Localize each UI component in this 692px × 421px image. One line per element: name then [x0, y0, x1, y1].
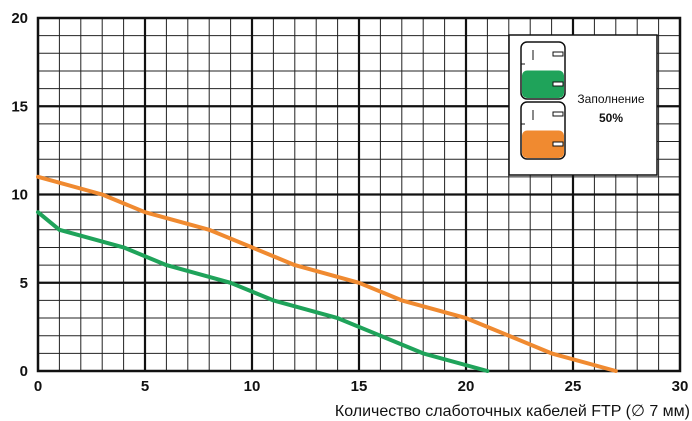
plot-border: [36, 16, 682, 373]
y-tick-labels: 0 5 10 15 20: [11, 10, 28, 380]
series-line-1: [36, 174, 618, 373]
legend-drawer-latch-2: [552, 111, 564, 117]
series-lines: [36, 174, 618, 373]
y-tick-label: 5: [20, 275, 28, 292]
y-tick-label: 10: [11, 187, 28, 204]
x-tick-label: 25: [565, 378, 582, 395]
y-tick-label: 20: [11, 10, 28, 27]
legend: Заполнение 50%: [508, 34, 658, 176]
legend-drawer-fill-1: [522, 70, 564, 98]
x-tick-label: 20: [458, 378, 475, 395]
x-tick-label: 30: [672, 378, 689, 395]
x-tick-label: 5: [141, 378, 149, 395]
x-tick-label: 10: [244, 378, 261, 395]
x-axis-label: Количество слаботочных кабелей FTP (∅ 7 …: [335, 403, 690, 420]
legend-drawer-fill-2: [522, 130, 564, 158]
legend-drawer-latch-1: [552, 51, 564, 57]
x-tick-label: 15: [351, 378, 368, 395]
plot-frame: [36, 16, 682, 373]
series-line-2: [36, 210, 490, 373]
legend-drawer-latch-2: [552, 141, 564, 147]
y-tick-label: 15: [11, 98, 28, 115]
legend-drawer-latch-1: [552, 81, 564, 87]
x-tick-label: 0: [34, 378, 42, 395]
legend-label-fill: Заполнение: [577, 92, 644, 106]
legend-cabinet-icon: [520, 41, 566, 160]
y-tick-label: 0: [20, 363, 28, 380]
legend-label-percent: 50%: [599, 111, 623, 125]
x-tick-labels: 0 5 10 15 20 25 30: [34, 378, 689, 395]
